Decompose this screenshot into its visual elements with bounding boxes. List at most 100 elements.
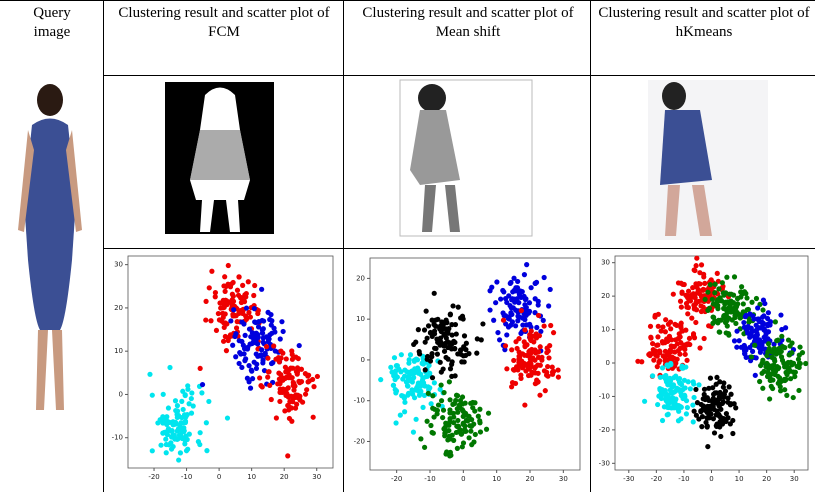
cluster-point: [797, 353, 802, 358]
cluster-point: [464, 341, 469, 346]
cluster-point: [296, 379, 301, 384]
cluster-point: [440, 325, 445, 330]
y-tick-label: 10: [356, 315, 365, 323]
cluster-point: [209, 269, 214, 274]
cluster-point: [782, 345, 787, 350]
cluster-point: [432, 291, 437, 296]
cluster-point: [486, 411, 491, 416]
cluster-point: [684, 358, 689, 363]
cluster-point: [699, 262, 704, 267]
cluster-point: [712, 430, 717, 435]
cluster-point: [660, 340, 665, 345]
cluster-point: [724, 275, 729, 280]
cluster-point: [714, 423, 719, 428]
cluster-point: [169, 446, 174, 451]
cluster-point: [708, 405, 713, 410]
cluster-point: [286, 374, 291, 379]
cluster-point: [240, 283, 245, 288]
cluster-point: [534, 325, 539, 330]
cluster-point: [487, 288, 492, 293]
cluster-point: [426, 391, 431, 396]
cluster-point: [533, 350, 538, 355]
cluster-point: [750, 349, 755, 354]
cluster-point: [725, 415, 730, 420]
cluster-point: [477, 418, 482, 423]
cluster-point: [310, 377, 315, 382]
cluster-point: [762, 327, 767, 332]
cluster-point: [542, 275, 547, 280]
cluster-point: [537, 393, 542, 398]
cluster-point: [447, 436, 452, 441]
cluster-point: [423, 367, 428, 372]
cluster-point: [699, 402, 704, 407]
cluster-point: [413, 340, 418, 345]
cluster-point: [494, 279, 499, 284]
cluster-point: [158, 417, 163, 422]
cluster-point: [700, 414, 705, 419]
cluster-point: [246, 379, 251, 384]
cluster-point: [516, 354, 521, 359]
cluster-point: [737, 338, 742, 343]
cluster-point: [430, 393, 435, 398]
cluster-point: [783, 325, 788, 330]
cluster-point: [246, 279, 251, 284]
cluster-point: [717, 329, 722, 334]
cluster-point: [680, 387, 685, 392]
cluster-point: [524, 322, 529, 327]
cluster-point: [696, 382, 701, 387]
cluster-point: [667, 334, 672, 339]
cluster-point: [424, 309, 429, 314]
cluster-point: [445, 331, 450, 336]
cluster-point: [542, 368, 547, 373]
cluster-point: [675, 357, 680, 362]
cluster-point: [491, 318, 496, 323]
cluster-point: [684, 342, 689, 347]
cluster-point: [223, 289, 228, 294]
cluster-point: [197, 442, 202, 447]
cluster-point: [447, 379, 452, 384]
cluster-point: [441, 408, 446, 413]
cluster-point: [538, 344, 543, 349]
cluster-point: [487, 307, 492, 312]
cluster-point: [185, 387, 190, 392]
cluster-point: [514, 366, 519, 371]
cluster-point: [733, 405, 738, 410]
cluster-point: [763, 332, 768, 337]
cluster-point: [388, 365, 393, 370]
cluster-point: [254, 351, 259, 356]
cluster-point: [236, 274, 241, 279]
cluster-point: [241, 343, 246, 348]
cluster-point: [501, 318, 506, 323]
cluster-point: [392, 355, 397, 360]
cluster-point: [723, 388, 728, 393]
cluster-point: [694, 256, 699, 261]
cluster-point: [676, 336, 681, 341]
cluster-point: [796, 388, 801, 393]
cluster-point: [668, 387, 673, 392]
cluster-point: [725, 396, 730, 401]
cluster-point: [728, 305, 733, 310]
cluster-point: [241, 351, 246, 356]
cluster-point: [189, 396, 194, 401]
cluster-point: [690, 402, 695, 407]
cluster-point: [441, 426, 446, 431]
cluster-point: [273, 357, 278, 362]
cluster-point: [418, 372, 423, 377]
cluster-point: [161, 392, 166, 397]
cluster-point: [241, 321, 246, 326]
cluster-point: [773, 319, 778, 324]
cluster-point: [501, 289, 506, 294]
figure-table: Query image Clustering result and scatte…: [0, 0, 815, 492]
cluster-point: [175, 415, 180, 420]
cluster-point: [699, 424, 704, 429]
x-tick-label: 0: [709, 475, 713, 483]
cluster-point: [528, 350, 533, 355]
cluster-point: [533, 296, 538, 301]
cluster-point: [741, 301, 746, 306]
cluster-point: [702, 336, 707, 341]
cluster-point: [422, 445, 427, 450]
cluster-point: [765, 370, 770, 375]
cluster-point: [685, 311, 690, 316]
cluster-point: [759, 371, 764, 376]
cluster-point: [655, 342, 660, 347]
